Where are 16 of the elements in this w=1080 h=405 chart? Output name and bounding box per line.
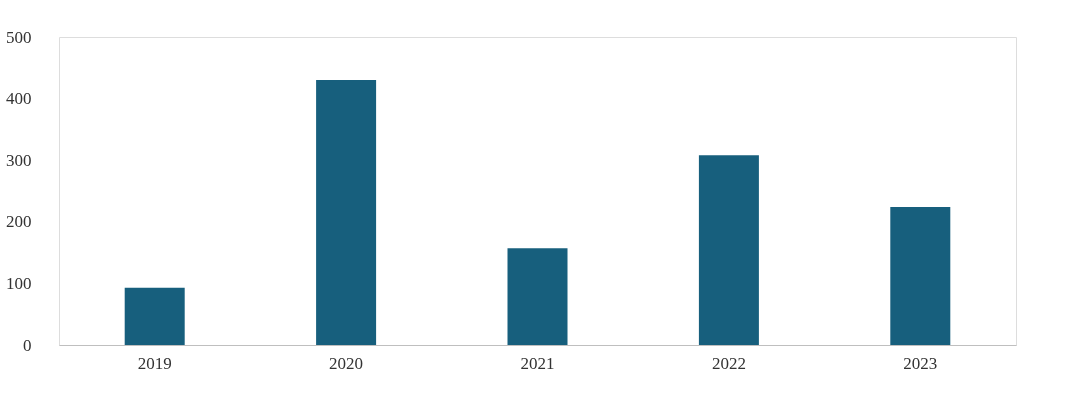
bar (316, 80, 377, 345)
x-tick-label: 2023 (903, 353, 938, 373)
y-tick-label: 300 (6, 150, 32, 170)
x-tick-label: 2021 (520, 353, 555, 373)
bar (124, 287, 185, 345)
y-tick-label: 200 (6, 212, 32, 232)
y-tick-label: 400 (6, 89, 32, 109)
x-tick-label: 2020 (329, 353, 364, 373)
y-tick-label: 500 (6, 27, 32, 47)
bar (890, 207, 951, 345)
y-tick-label: 0 (23, 335, 32, 355)
x-tick-label: 2022 (711, 353, 746, 373)
bar (507, 248, 568, 345)
x-tick-label: 2019 (137, 353, 172, 373)
bar (698, 155, 759, 345)
y-tick-label: 100 (6, 273, 32, 293)
